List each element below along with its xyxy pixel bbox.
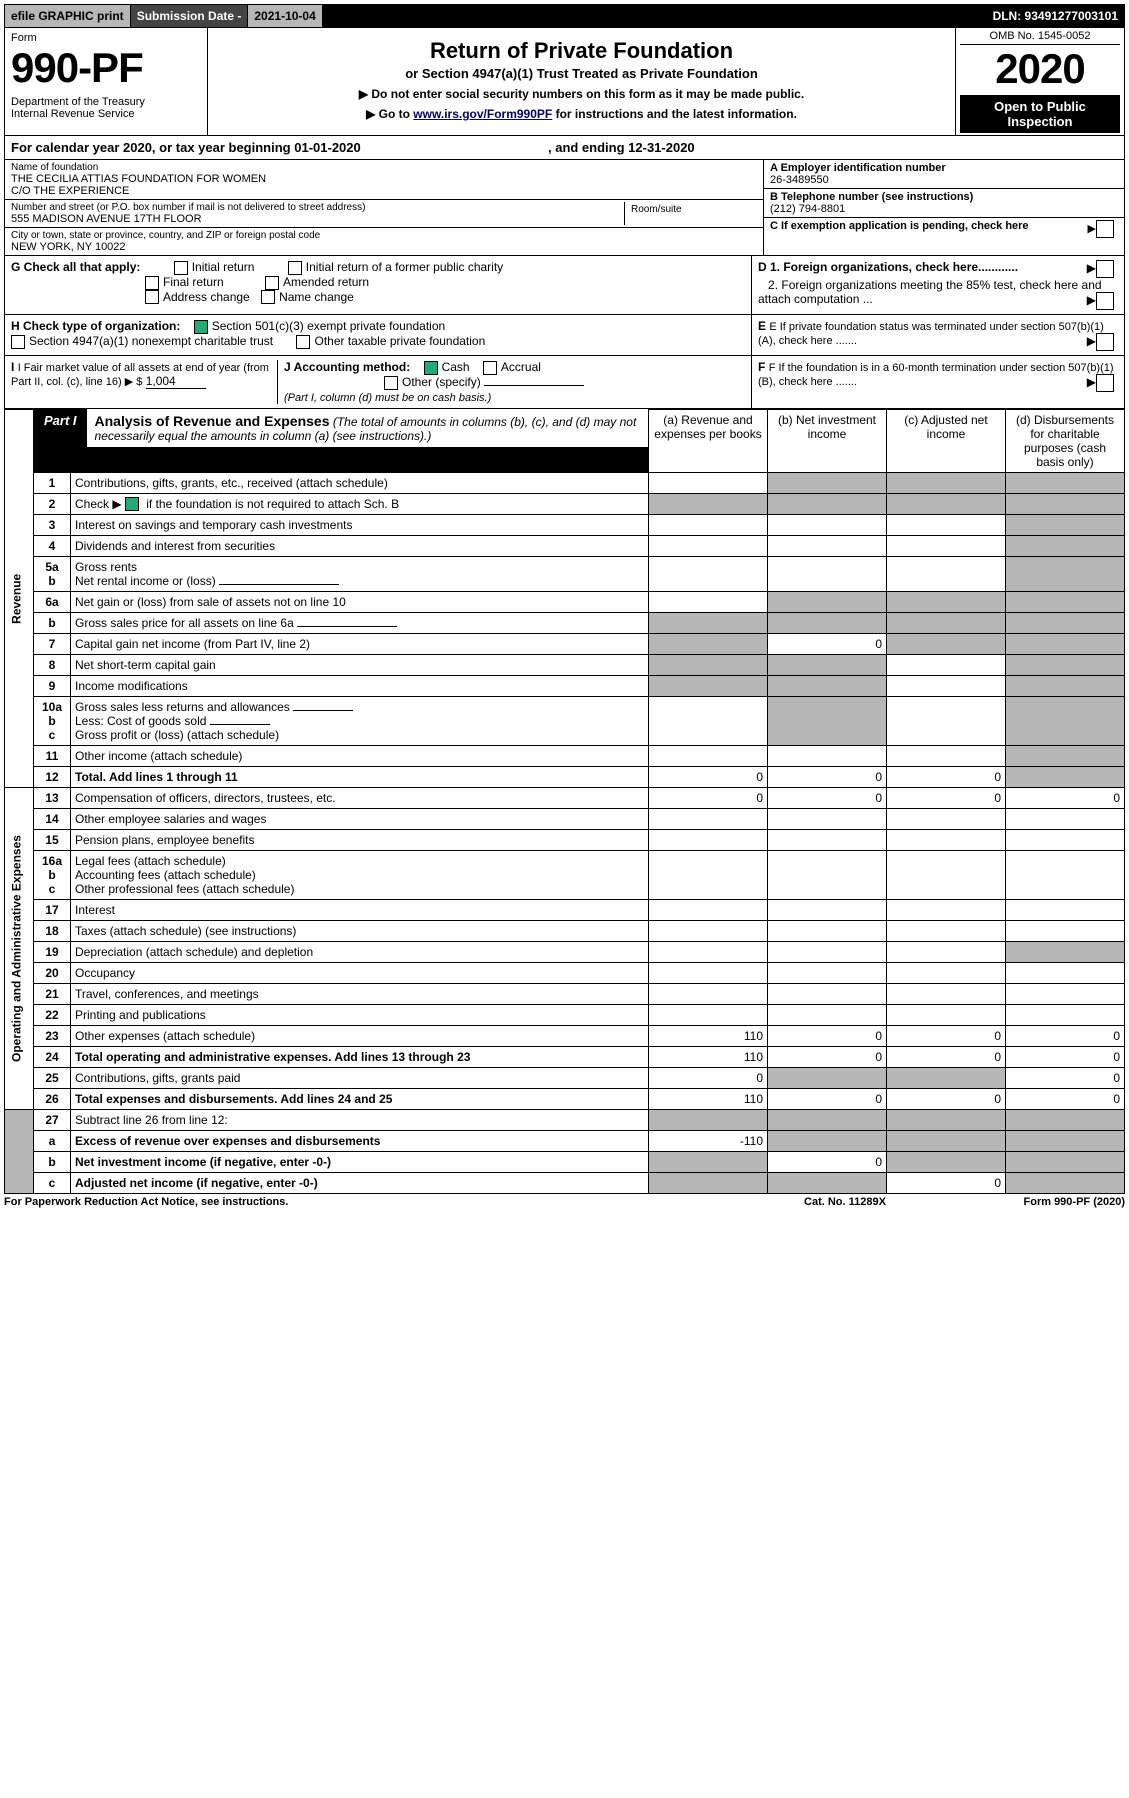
cb-accrual[interactable] xyxy=(483,361,497,375)
header-middle: Return of Private Foundation or Section … xyxy=(208,28,955,135)
submission-date-label: Submission Date - xyxy=(131,5,248,27)
begin-date: 01-01-2020 xyxy=(294,140,361,155)
part1-label: Part I xyxy=(34,409,87,447)
cb-initial-former[interactable] xyxy=(288,261,302,275)
exemption-pending: C If exemption application is pending, c… xyxy=(764,218,1124,234)
top-bar: efile GRAPHIC print Submission Date - 20… xyxy=(4,4,1125,28)
submission-date: 2021-10-04 xyxy=(248,5,321,27)
header-left: Form 990-PF Department of the Treasury I… xyxy=(5,28,208,135)
cb-cash[interactable] xyxy=(424,361,438,375)
instr-1: ▶ Do not enter social security numbers o… xyxy=(214,87,949,101)
ein-cell: A Employer identification number 26-3489… xyxy=(764,160,1124,189)
instr-2: ▶ Go to www.irs.gov/Form990PF for instru… xyxy=(214,107,949,121)
foundation-name-cell: Name of foundation THE CECILIA ATTIAS FO… xyxy=(5,160,763,200)
entity-block: Name of foundation THE CECILIA ATTIAS FO… xyxy=(4,160,1125,256)
omb-number: OMB No. 1545-0052 xyxy=(960,30,1120,45)
cb-amended[interactable] xyxy=(265,276,279,290)
cb-501c3[interactable] xyxy=(194,320,208,334)
cb-d1[interactable] xyxy=(1096,260,1114,278)
i-j-f-row: I I Fair market value of all assets at e… xyxy=(4,356,1125,409)
cb-other-tax[interactable] xyxy=(296,335,310,349)
cb-initial[interactable] xyxy=(174,261,188,275)
end-date: 12-31-2020 xyxy=(628,140,695,155)
h-e-row: H Check type of organization: Section 50… xyxy=(4,315,1125,356)
city-cell: City or town, state or province, country… xyxy=(5,228,763,255)
cb-sch-b[interactable] xyxy=(125,497,139,511)
cb-f[interactable] xyxy=(1096,374,1114,392)
address-row: Number and street (or P.O. box number if… xyxy=(5,200,763,228)
form-number: 990-PF xyxy=(11,44,201,92)
form-header: Form 990-PF Department of the Treasury I… xyxy=(4,28,1125,136)
revenue-side-label: Revenue xyxy=(5,409,34,788)
expenses-side-label: Operating and Administrative Expenses xyxy=(5,788,34,1110)
tax-year: 2020 xyxy=(960,45,1120,93)
open-to-public: Open to Public Inspection xyxy=(960,95,1120,133)
cb-final[interactable] xyxy=(145,276,159,290)
cb-e[interactable] xyxy=(1096,333,1114,351)
form-word: Form xyxy=(11,32,201,44)
calendar-year-row: For calendar year 2020, or tax year begi… xyxy=(4,136,1125,160)
checkbox-c[interactable] xyxy=(1096,220,1114,238)
cb-4947[interactable] xyxy=(11,335,25,349)
department: Department of the Treasury Internal Reve… xyxy=(11,96,201,120)
dln: DLN: 93491277003101 xyxy=(987,5,1124,27)
irs-link[interactable]: www.irs.gov/Form990PF xyxy=(413,107,552,121)
cb-other-method[interactable] xyxy=(384,376,398,390)
cb-name[interactable] xyxy=(261,290,275,304)
cb-address[interactable] xyxy=(145,290,159,304)
cb-d2[interactable] xyxy=(1096,292,1114,310)
page-footer: For Paperwork Reduction Act Notice, see … xyxy=(4,1194,1125,1210)
part1-table: Revenue Part I Analysis of Revenue and E… xyxy=(4,409,1125,1195)
efile-label: efile GRAPHIC print xyxy=(5,5,130,27)
phone-cell: B Telephone number (see instructions) (2… xyxy=(764,189,1124,218)
g-d-row: G Check all that apply: Initial return I… xyxy=(4,256,1125,315)
fmv-value: 1,004 xyxy=(146,374,206,389)
form-subtitle: or Section 4947(a)(1) Trust Treated as P… xyxy=(214,66,949,81)
form-title: Return of Private Foundation xyxy=(214,38,949,64)
header-right: OMB No. 1545-0052 2020 Open to Public In… xyxy=(955,28,1124,135)
